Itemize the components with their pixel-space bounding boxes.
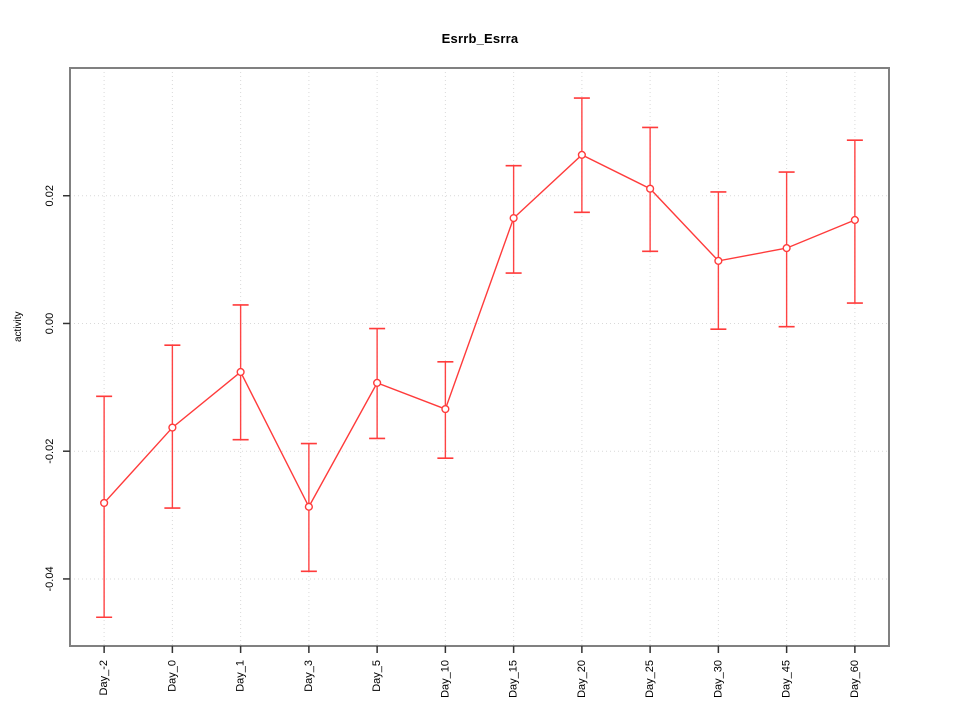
x-axis-tick-label: Day_1 — [235, 660, 247, 692]
data-point-marker — [100, 498, 109, 508]
y-axis-tick-label: 0.02 — [44, 185, 56, 206]
chart-title: Esrrb_Esrra — [441, 31, 519, 46]
data-line — [103, 154, 856, 509]
data-point-marker — [236, 367, 245, 377]
series-line — [103, 154, 856, 509]
x-axis-tick-label: Day_30 — [712, 660, 724, 698]
x-axis-tick-label: Day_15 — [508, 660, 520, 698]
gridlines — [70, 68, 889, 646]
x-axis: Day_-2 Day_0 Day_1 Day_3 Day_5 Day_10 Day_15 Da… — [98, 646, 861, 698]
x-axis-tick-label: Day_5 — [371, 660, 383, 692]
x-axis-tick-label: Day_-2 — [98, 660, 110, 695]
data-point-marker — [646, 184, 655, 193]
data-point-marker — [577, 150, 586, 159]
data-point-marker — [782, 244, 791, 253]
data-point-marker — [168, 423, 177, 432]
x-axis-tick-label: Day_3 — [303, 660, 315, 692]
data-point-marker — [441, 404, 450, 414]
data-point-marker — [714, 256, 723, 265]
y-axis-tick-label: -0.04 — [44, 566, 56, 591]
data-point-marker — [509, 213, 518, 223]
y-axis-tick-label: -0.02 — [44, 439, 56, 464]
data-point-marker — [373, 378, 382, 387]
y-axis: 0.02 0.00 -0.02 -0.04 — [44, 185, 70, 591]
x-axis-tick-label: Day_0 — [166, 660, 178, 692]
plot-border — [69, 67, 890, 647]
x-axis-tick-label: Day_25 — [644, 660, 656, 698]
plot-frame — [69, 67, 890, 647]
x-axis-tick-label: Day_60 — [849, 660, 861, 698]
x-axis-tick-label: Day_45 — [781, 660, 793, 698]
x-axis-tick-label: Day_10 — [439, 660, 451, 698]
error-bars — [96, 97, 863, 619]
x-axis-tick-label: Day_20 — [576, 660, 588, 698]
y-axis-tick-label: 0.00 — [44, 313, 56, 334]
data-point-marker — [850, 215, 859, 225]
data-point-marker — [304, 502, 313, 511]
data-points — [100, 150, 859, 511]
